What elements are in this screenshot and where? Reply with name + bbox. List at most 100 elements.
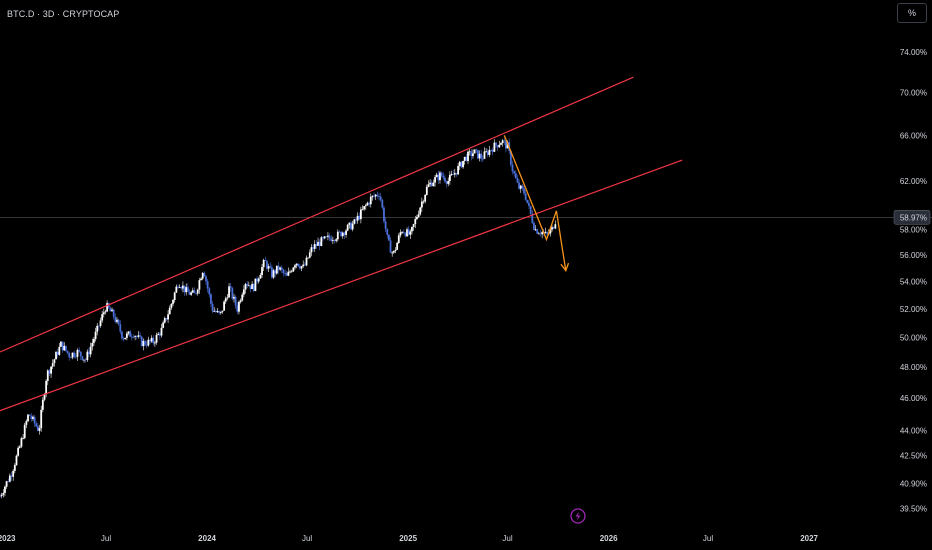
candle-body [134, 336, 137, 338]
candle-body [269, 266, 272, 268]
candle-body [116, 319, 118, 322]
candle-body [69, 357, 72, 359]
candle-body [453, 172, 456, 175]
candle-body [373, 195, 375, 197]
candle-body [68, 352, 71, 358]
candle-body [130, 336, 133, 338]
candle-body [310, 247, 313, 253]
candle-body [4, 486, 6, 493]
candle-body [328, 235, 331, 239]
candle-body [472, 153, 474, 157]
candle-body [363, 206, 366, 210]
candle-body [94, 331, 97, 340]
candle-body [104, 311, 107, 313]
candle-body [417, 214, 420, 217]
candle-body [121, 331, 123, 339]
candle-body [462, 160, 464, 168]
candle-body [238, 302, 240, 312]
candle-body [221, 310, 224, 312]
candle-body [89, 346, 92, 355]
candle-body [129, 331, 132, 337]
candle-body [252, 283, 255, 292]
candle-body [292, 267, 295, 272]
candle-body [107, 303, 110, 308]
candle-body [23, 424, 26, 439]
candle-body [0, 495, 1, 497]
candle-body [236, 305, 239, 312]
candle-body [440, 172, 443, 177]
candle-body [450, 174, 453, 175]
candle-body [399, 232, 402, 236]
time-axis[interactable]: 2023 Jul 2024 Jul 2025 Jul 2026 Jul 2027 [0, 534, 819, 543]
candle-body [378, 195, 380, 197]
projection-path[interactable] [503, 135, 567, 271]
candle-body [327, 235, 329, 237]
candle-body [509, 150, 512, 165]
candle-body [445, 181, 448, 184]
candle-body [473, 149, 476, 154]
candle-body [195, 293, 197, 294]
projection-arrow[interactable] [503, 135, 570, 272]
candle-body [384, 221, 387, 229]
candle-body [343, 232, 346, 235]
candle-body [55, 351, 57, 360]
candle-body [518, 182, 520, 189]
candle-body [317, 241, 319, 246]
candle-body [447, 181, 450, 184]
candle-body [529, 205, 532, 214]
candle-body [32, 416, 34, 419]
candle-body [452, 174, 455, 175]
unit-button[interactable]: % [897, 3, 927, 23]
candle-body [150, 337, 153, 342]
trend-channel[interactable] [0, 76, 683, 412]
candle-body [83, 359, 85, 361]
x-tick-label: 2027 [800, 534, 818, 543]
candle-body [117, 319, 120, 325]
candle-body [355, 219, 357, 221]
candle-body [81, 356, 84, 361]
candle-body [28, 414, 31, 417]
candle-body [290, 271, 293, 273]
candle-body [206, 281, 209, 289]
candle-body [485, 151, 488, 153]
candle-body [175, 286, 178, 293]
candle-body [60, 341, 62, 347]
candle-body [419, 207, 422, 215]
candle-body [33, 416, 36, 424]
candle-body [412, 224, 415, 227]
candle-body [303, 264, 306, 266]
candle-body [323, 236, 326, 239]
candle-body [228, 286, 230, 298]
symbol-title[interactable]: BTC.D · 3D · CRYPTOCAP [7, 9, 120, 19]
candle-body [56, 351, 59, 355]
candle-body [361, 209, 364, 211]
candle-body [546, 231, 548, 234]
candle-body [350, 222, 352, 230]
candle-body [109, 307, 112, 312]
candle-body [503, 140, 506, 142]
candle-body [300, 266, 303, 269]
candle-body [168, 307, 171, 315]
candle-body [18, 446, 21, 448]
candle-body [272, 270, 275, 278]
candle-body [224, 298, 227, 302]
candle-body [480, 153, 483, 159]
candle-body [213, 310, 216, 312]
candle-body [234, 296, 237, 306]
price-axis[interactable]: 74.00% 70.00% 66.00% 62.00% 58.00% 56.00% 54.0… [900, 48, 927, 514]
candle-body [233, 296, 235, 299]
x-tick-label: 2023 [0, 534, 16, 543]
candle-body [254, 278, 257, 292]
candle-body [394, 249, 397, 251]
channel-lower-line[interactable] [0, 159, 683, 412]
candle-body [0, 494, 3, 497]
candle-body [51, 363, 54, 367]
channel-upper-line[interactable] [0, 76, 634, 353]
candle-body [330, 238, 333, 242]
lightning-icon[interactable] [570, 508, 586, 524]
candle-body [2, 492, 5, 495]
candle-body [37, 426, 39, 431]
candle-body [500, 143, 502, 145]
candle-body [475, 149, 478, 151]
